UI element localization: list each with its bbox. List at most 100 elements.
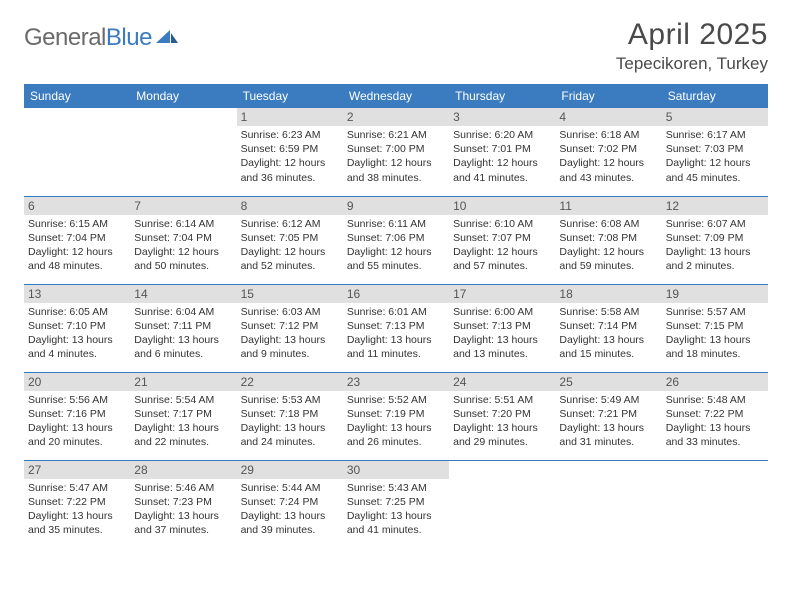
sunset-line: Sunset: 7:17 PM xyxy=(134,407,232,421)
sunset-line: Sunset: 7:00 PM xyxy=(347,142,445,156)
sunrise-line: Sunrise: 5:47 AM xyxy=(28,481,126,495)
daylight-line: Daylight: 13 hours and 11 minutes. xyxy=(347,333,445,361)
calendar-cell: 24Sunrise: 5:51 AMSunset: 7:20 PMDayligh… xyxy=(449,372,555,460)
calendar-cell xyxy=(130,108,236,196)
sunrise-line: Sunrise: 6:05 AM xyxy=(28,305,126,319)
daylight-line: Daylight: 12 hours and 41 minutes. xyxy=(453,156,551,184)
day-number: 9 xyxy=(343,197,449,215)
sunset-line: Sunset: 7:25 PM xyxy=(347,495,445,509)
calendar-cell: 7Sunrise: 6:14 AMSunset: 7:04 PMDaylight… xyxy=(130,196,236,284)
calendar-cell: 14Sunrise: 6:04 AMSunset: 7:11 PMDayligh… xyxy=(130,284,236,372)
day-details: Sunrise: 6:00 AMSunset: 7:13 PMDaylight:… xyxy=(453,305,551,362)
day-number: 14 xyxy=(130,285,236,303)
col-thursday: Thursday xyxy=(449,84,555,108)
calendar-row: 1Sunrise: 6:23 AMSunset: 6:59 PMDaylight… xyxy=(24,108,768,196)
col-saturday: Saturday xyxy=(662,84,768,108)
calendar-cell: 11Sunrise: 6:08 AMSunset: 7:08 PMDayligh… xyxy=(555,196,661,284)
sunset-line: Sunset: 7:04 PM xyxy=(134,231,232,245)
col-sunday: Sunday xyxy=(24,84,130,108)
calendar-cell: 26Sunrise: 5:48 AMSunset: 7:22 PMDayligh… xyxy=(662,372,768,460)
calendar-cell: 13 Sunrise: 6:05 AMSunset: 7:10 PMDayligh… xyxy=(24,284,130,372)
sunset-line: Sunset: 7:19 PM xyxy=(347,407,445,421)
calendar-cell: 10Sunrise: 6:10 AMSunset: 7:07 PMDayligh… xyxy=(449,196,555,284)
day-details: Sunrise: 5:44 AMSunset: 7:24 PMDaylight:… xyxy=(241,481,339,538)
day-number: 15 xyxy=(237,285,343,303)
calendar-cell: 28 Sunrise: 5:46 AMSunset: 7:23 PMDayligh… xyxy=(130,460,236,548)
logo-part1: General xyxy=(24,24,106,51)
day-details: Sunrise: 5:54 AMSunset: 7:17 PMDaylight:… xyxy=(134,393,232,450)
day-number: 16 xyxy=(343,285,449,303)
location: Tepecikoren, Turkey xyxy=(616,54,768,74)
daylight-line: Daylight: 13 hours and 4 minutes. xyxy=(28,333,126,361)
calendar-cell: 8Sunrise: 6:12 AMSunset: 7:05 PMDaylight… xyxy=(237,196,343,284)
sunrise-line: Sunrise: 5:43 AM xyxy=(347,481,445,495)
calendar-table: Sunday Monday Tuesday Wednesday Thursday… xyxy=(24,84,768,548)
daylight-line: Daylight: 13 hours and 6 minutes. xyxy=(134,333,232,361)
sunrise-line: Sunrise: 5:49 AM xyxy=(559,393,657,407)
day-number: 13 xyxy=(24,285,130,303)
day-number: 7 xyxy=(130,197,236,215)
calendar-cell: 17Sunrise: 6:00 AMSunset: 7:13 PMDayligh… xyxy=(449,284,555,372)
day-details: Sunrise: 6:10 AMSunset: 7:07 PMDaylight:… xyxy=(453,217,551,274)
day-details: Sunrise: 5:46 AMSunset: 7:23 PMDaylight:… xyxy=(134,481,232,538)
sunset-line: Sunset: 7:21 PM xyxy=(559,407,657,421)
col-friday: Friday xyxy=(555,84,661,108)
sunset-line: Sunset: 7:02 PM xyxy=(559,142,657,156)
sunrise-line: Sunrise: 6:04 AM xyxy=(134,305,232,319)
calendar-cell: 29Sunrise: 5:44 AMSunset: 7:24 PMDayligh… xyxy=(237,460,343,548)
day-number: 3 xyxy=(449,108,555,126)
day-details: Sunrise: 6:05 AMSunset: 7:10 PMDaylight:… xyxy=(28,305,126,362)
day-details: Sunrise: 5:56 AMSunset: 7:16 PMDaylight:… xyxy=(28,393,126,450)
calendar-cell: 18 Sunrise: 5:58 AMSunset: 7:14 PMDayligh… xyxy=(555,284,661,372)
sunset-line: Sunset: 7:03 PM xyxy=(666,142,764,156)
sunrise-line: Sunrise: 5:51 AM xyxy=(453,393,551,407)
col-wednesday: Wednesday xyxy=(343,84,449,108)
day-number: 25 xyxy=(555,373,661,391)
day-number: 23 xyxy=(343,373,449,391)
sunset-line: Sunset: 7:05 PM xyxy=(241,231,339,245)
sunset-line: Sunset: 7:07 PM xyxy=(453,231,551,245)
sunrise-line: Sunrise: 5:52 AM xyxy=(347,393,445,407)
day-details: Sunrise: 5:43 AMSunset: 7:25 PMDaylight:… xyxy=(347,481,445,538)
day-number: 21 xyxy=(130,373,236,391)
day-number: 28 xyxy=(130,461,236,479)
calendar-cell: 5Sunrise: 6:17 AMSunset: 7:03 PMDaylight… xyxy=(662,108,768,196)
sunset-line: Sunset: 7:04 PM xyxy=(28,231,126,245)
day-number: 18 xyxy=(555,285,661,303)
daylight-line: Daylight: 13 hours and 18 minutes. xyxy=(666,333,764,361)
logo: GeneralBlue xyxy=(24,18,178,52)
sunrise-line: Sunrise: 5:53 AM xyxy=(241,393,339,407)
sunrise-line: Sunrise: 6:20 AM xyxy=(453,128,551,142)
sunrise-line: Sunrise: 6:17 AM xyxy=(666,128,764,142)
month-title: April 2025 xyxy=(616,18,768,52)
day-details: Sunrise: 6:21 AMSunset: 7:00 PMDaylight:… xyxy=(347,128,445,185)
daylight-line: Daylight: 13 hours and 26 minutes. xyxy=(347,421,445,449)
sunrise-line: Sunrise: 5:54 AM xyxy=(134,393,232,407)
sunset-line: Sunset: 7:01 PM xyxy=(453,142,551,156)
sunrise-line: Sunrise: 6:07 AM xyxy=(666,217,764,231)
daylight-line: Daylight: 13 hours and 15 minutes. xyxy=(559,333,657,361)
sunset-line: Sunset: 7:22 PM xyxy=(666,407,764,421)
sunset-line: Sunset: 7:23 PM xyxy=(134,495,232,509)
daylight-line: Daylight: 12 hours and 48 minutes. xyxy=(28,245,126,273)
sunset-line: Sunset: 7:24 PM xyxy=(241,495,339,509)
calendar-cell: 2Sunrise: 6:21 AMSunset: 7:00 PMDaylight… xyxy=(343,108,449,196)
daylight-line: Daylight: 13 hours and 22 minutes. xyxy=(134,421,232,449)
calendar-cell: 1Sunrise: 6:23 AMSunset: 6:59 PMDaylight… xyxy=(237,108,343,196)
sunset-line: Sunset: 7:18 PM xyxy=(241,407,339,421)
day-details: Sunrise: 6:15 AMSunset: 7:04 PMDaylight:… xyxy=(28,217,126,274)
sunrise-line: Sunrise: 6:03 AM xyxy=(241,305,339,319)
daylight-line: Daylight: 13 hours and 13 minutes. xyxy=(453,333,551,361)
calendar-row: 13 Sunrise: 6:05 AMSunset: 7:10 PMDayligh… xyxy=(24,284,768,372)
sunset-line: Sunset: 7:20 PM xyxy=(453,407,551,421)
calendar-cell: 16Sunrise: 6:01 AMSunset: 7:13 PMDayligh… xyxy=(343,284,449,372)
sunset-line: Sunset: 7:22 PM xyxy=(28,495,126,509)
day-details: Sunrise: 5:51 AMSunset: 7:20 PMDaylight:… xyxy=(453,393,551,450)
calendar-cell: 3 Sunrise: 6:20 AMSunset: 7:01 PMDaylight… xyxy=(449,108,555,196)
day-number: 6 xyxy=(24,197,130,215)
daylight-line: Daylight: 12 hours and 50 minutes. xyxy=(134,245,232,273)
daylight-line: Daylight: 13 hours and 37 minutes. xyxy=(134,509,232,537)
day-details: Sunrise: 5:58 AMSunset: 7:14 PMDaylight:… xyxy=(559,305,657,362)
sunrise-line: Sunrise: 5:46 AM xyxy=(134,481,232,495)
daylight-line: Daylight: 13 hours and 39 minutes. xyxy=(241,509,339,537)
